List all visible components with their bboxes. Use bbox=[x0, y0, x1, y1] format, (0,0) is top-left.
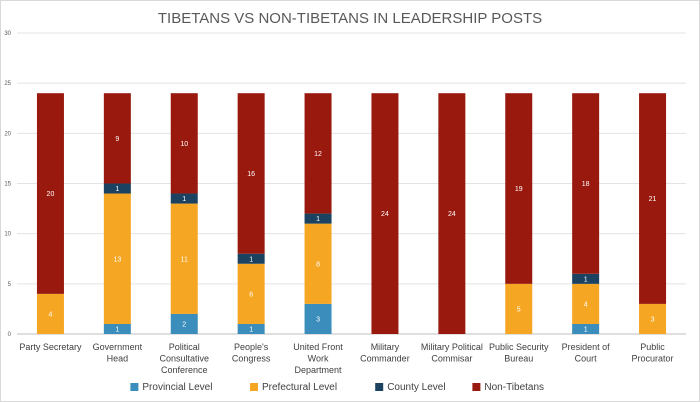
bar-segment bbox=[639, 303, 667, 334]
data-label: 3 bbox=[651, 316, 655, 323]
data-label: 16 bbox=[247, 171, 255, 178]
x-tick-label: Military Commander bbox=[360, 342, 410, 364]
legend-label: Prefectural Level bbox=[262, 382, 337, 393]
data-label: 12 bbox=[314, 151, 322, 158]
legend-swatch bbox=[375, 383, 384, 391]
bar-segment bbox=[505, 93, 533, 284]
bar-segment bbox=[304, 303, 332, 334]
data-label: 21 bbox=[649, 196, 657, 203]
bar-segment bbox=[572, 323, 600, 334]
x-tick-label: People's Congress bbox=[232, 342, 271, 364]
bar-segment bbox=[572, 93, 600, 274]
bar-segment bbox=[237, 253, 265, 264]
data-label: 5 bbox=[517, 306, 521, 313]
data-label: 18 bbox=[582, 181, 590, 188]
legend: Provincial Level Prefectural Level County … bbox=[130, 382, 544, 393]
bar-segment bbox=[103, 323, 131, 334]
legend-label: County Level bbox=[387, 382, 445, 393]
x-tick-label: Public Security Bureau bbox=[489, 342, 549, 364]
bar-segment bbox=[237, 263, 265, 324]
bar-segment bbox=[438, 93, 466, 334]
y-tick-label: 15 bbox=[4, 182, 11, 188]
y-tick-label: 0 bbox=[8, 332, 12, 338]
data-label: 1 bbox=[249, 256, 253, 263]
y-tick-label: 25 bbox=[4, 81, 11, 87]
bar-segment bbox=[572, 283, 600, 324]
bar-segment bbox=[237, 323, 265, 334]
data-label: 2 bbox=[182, 321, 186, 328]
legend-swatch bbox=[472, 383, 481, 391]
y-tick-label: 5 bbox=[8, 282, 12, 288]
legend-swatch bbox=[250, 383, 258, 391]
data-label: 1 bbox=[115, 186, 119, 193]
bar-segment bbox=[170, 93, 198, 194]
bar-segment bbox=[36, 293, 64, 334]
bar-segment bbox=[237, 93, 265, 254]
data-label: 8 bbox=[316, 261, 320, 268]
data-label: 9 bbox=[115, 136, 119, 143]
bar-segment bbox=[304, 93, 332, 214]
y-tick-label: 20 bbox=[4, 131, 11, 137]
data-label: 1 bbox=[584, 276, 588, 283]
bar-segment bbox=[639, 93, 667, 304]
bar-segment bbox=[103, 193, 131, 324]
bar-segment bbox=[103, 183, 131, 194]
legend-label: Provincial Level bbox=[142, 382, 212, 393]
bar-segment bbox=[505, 283, 533, 334]
bar-segment bbox=[170, 203, 198, 314]
data-label: 11 bbox=[181, 256, 188, 263]
data-label: 1 bbox=[316, 216, 320, 223]
x-axis: Party Secretary Government Head Political Co… bbox=[19, 342, 673, 375]
bar-segment bbox=[103, 93, 131, 184]
data-label: 1 bbox=[115, 326, 119, 333]
legend-swatch bbox=[130, 383, 139, 391]
x-tick-label: Military Political Commisar bbox=[421, 342, 483, 364]
bar-segment bbox=[170, 193, 198, 204]
y-tick-label: 10 bbox=[4, 232, 11, 238]
x-tick-label: United Front Work Department bbox=[293, 342, 343, 375]
legend-label: Non-Tibetans bbox=[484, 382, 544, 393]
data-label: 24 bbox=[448, 211, 456, 218]
bar-segment bbox=[36, 93, 64, 294]
x-tick-label: Political Consultative Conference bbox=[159, 342, 209, 375]
data-label: 4 bbox=[48, 311, 52, 318]
data-label: 1 bbox=[584, 326, 588, 333]
bar-segment bbox=[572, 273, 600, 284]
x-tick-label: President of Court bbox=[562, 342, 611, 364]
data-label: 6 bbox=[249, 291, 253, 298]
data-label: 4 bbox=[584, 301, 588, 308]
x-tick-label: Public Procurator bbox=[632, 342, 674, 364]
data-label: 19 bbox=[515, 186, 523, 193]
data-label: 1 bbox=[182, 196, 186, 203]
bar-segment bbox=[371, 93, 399, 334]
x-tick-label: Party Secretary bbox=[19, 342, 82, 352]
data-label: 10 bbox=[180, 141, 188, 148]
y-axis: 0 5 10 15 20 25 30 bbox=[4, 31, 11, 338]
data-label: 20 bbox=[47, 191, 55, 198]
bar-segment bbox=[304, 213, 332, 224]
bar-segment bbox=[304, 223, 332, 304]
data-label: 3 bbox=[316, 316, 320, 323]
data-label: 24 bbox=[381, 211, 389, 218]
data-label: 1 bbox=[249, 326, 253, 333]
data-label: 13 bbox=[113, 256, 121, 263]
chart-title: TIBETANS VS NON-TIBETANS IN LEADERSHIP P… bbox=[158, 10, 542, 27]
bar-segment bbox=[170, 313, 198, 334]
y-tick-label: 30 bbox=[4, 31, 11, 37]
x-tick-label: Government Head bbox=[93, 342, 143, 364]
